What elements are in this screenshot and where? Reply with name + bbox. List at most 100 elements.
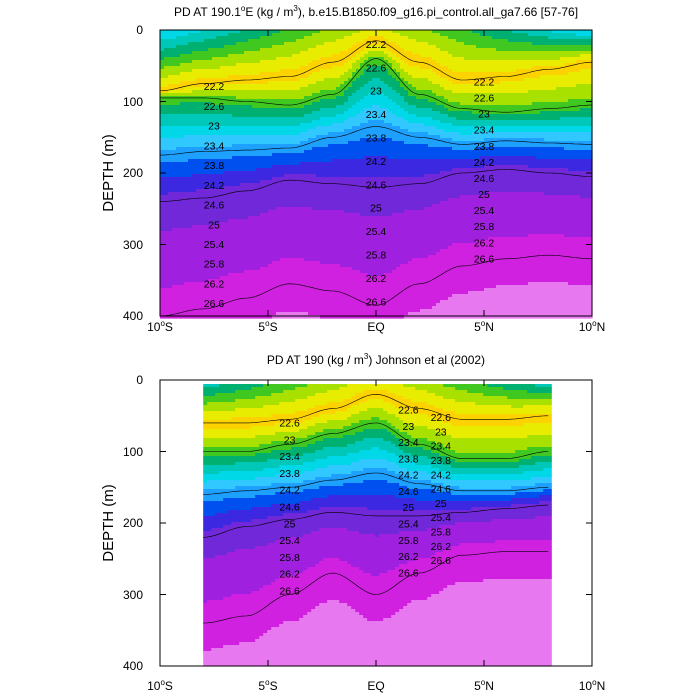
field-cell <box>260 39 265 43</box>
field-cell <box>244 174 249 178</box>
field-cell <box>160 42 165 46</box>
field-cell <box>188 102 193 106</box>
field-cell <box>244 60 249 64</box>
field-cell <box>176 219 181 223</box>
field-cell <box>168 138 173 142</box>
field-cell <box>244 150 249 154</box>
field-cell <box>176 123 181 127</box>
field-cell <box>232 33 237 37</box>
field-cell <box>248 33 253 37</box>
field-cell <box>184 198 189 202</box>
field-cell <box>260 258 265 262</box>
field-cell <box>236 228 241 232</box>
field-cell <box>188 243 193 247</box>
field-cell <box>236 144 241 148</box>
field-cell <box>180 30 185 34</box>
field-cell <box>232 159 237 163</box>
field-cell <box>232 264 237 268</box>
field-cell <box>168 273 173 277</box>
field-cell <box>204 183 209 187</box>
field-cell <box>212 78 217 82</box>
field-cell <box>160 51 165 55</box>
field-cell <box>240 153 245 157</box>
field-cell <box>204 72 209 76</box>
field-cell <box>260 261 265 265</box>
field-cell <box>232 132 237 136</box>
field-cell <box>160 105 165 109</box>
field-cell <box>164 294 169 298</box>
field-cell <box>176 54 181 58</box>
field-cell <box>256 168 261 172</box>
field-cell <box>176 231 181 235</box>
field-cell <box>204 108 209 112</box>
field-cell <box>196 258 201 262</box>
field-cell <box>192 273 197 277</box>
field-cell <box>252 192 257 196</box>
field-cell <box>252 291 257 295</box>
field-cell <box>164 111 169 115</box>
field-cell <box>220 108 225 112</box>
field-cell <box>220 69 225 73</box>
field-cell <box>164 207 169 211</box>
field-cell <box>160 129 165 133</box>
field-cell <box>212 114 217 118</box>
field-cell <box>244 306 249 310</box>
field-cell <box>248 240 253 244</box>
field-cell <box>172 39 177 43</box>
field-cell <box>176 111 181 115</box>
field-cell <box>196 234 201 238</box>
field-cell <box>236 66 241 70</box>
field-cell <box>252 195 257 199</box>
field-cell <box>160 123 165 127</box>
field-cell <box>212 63 217 67</box>
field-cell <box>192 75 197 79</box>
field-cell <box>216 105 221 109</box>
field-cell <box>204 291 209 295</box>
field-cell <box>184 102 189 106</box>
field-cell <box>160 204 165 208</box>
field-cell <box>252 177 257 181</box>
field-cell <box>224 153 229 157</box>
field-cell <box>264 186 269 190</box>
field-cell <box>164 141 169 145</box>
field-cell <box>252 69 257 73</box>
field-cell <box>240 303 245 307</box>
field-cell <box>220 33 225 37</box>
field-cell <box>200 81 205 85</box>
field-cell <box>240 228 245 232</box>
field-cell <box>212 93 217 97</box>
field-cell <box>188 237 193 241</box>
field-cell <box>208 54 213 58</box>
field-cell <box>164 171 169 175</box>
field-cell <box>252 87 257 91</box>
field-cell <box>168 276 173 280</box>
field-cell <box>256 234 261 238</box>
field-cell <box>228 75 233 79</box>
field-cell <box>220 141 225 145</box>
field-cell <box>180 159 185 163</box>
field-cell <box>260 312 265 316</box>
field-cell <box>176 177 181 181</box>
field-cell <box>224 60 229 64</box>
field-cell <box>168 36 173 40</box>
field-cell <box>240 138 245 142</box>
field-cell <box>160 78 165 82</box>
field-cell <box>204 270 209 274</box>
field-cell <box>260 297 265 301</box>
field-cell <box>204 147 209 151</box>
field-cell <box>180 267 185 271</box>
field-cell <box>160 159 165 163</box>
field-cell <box>208 117 213 121</box>
field-cell <box>220 72 225 76</box>
field-cell <box>232 201 237 205</box>
field-cell <box>188 297 193 301</box>
field-cell <box>244 141 249 145</box>
field-cell <box>172 117 177 121</box>
field-cell <box>208 210 213 214</box>
field-cell <box>252 186 257 190</box>
field-cell <box>260 303 265 307</box>
field-cell <box>200 90 205 94</box>
field-cell <box>184 144 189 148</box>
field-cell <box>212 84 217 88</box>
field-cell <box>164 186 169 190</box>
